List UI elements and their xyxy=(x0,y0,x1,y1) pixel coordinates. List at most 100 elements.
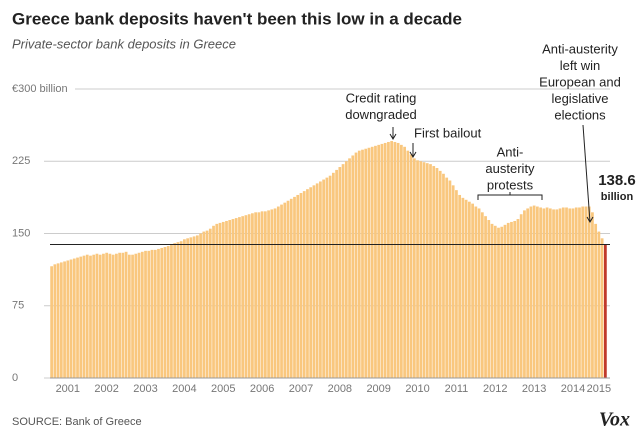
bar xyxy=(92,254,96,378)
bar xyxy=(238,217,241,378)
bar xyxy=(367,147,371,378)
bar xyxy=(140,251,144,378)
bar xyxy=(587,206,591,378)
bar xyxy=(173,243,177,378)
bar xyxy=(516,219,520,378)
x-tick-label: 2014 xyxy=(561,383,585,395)
x-tick-label: 2008 xyxy=(328,383,352,395)
bar xyxy=(144,250,147,378)
bar xyxy=(124,251,128,378)
bar xyxy=(539,207,542,378)
bar xyxy=(422,162,426,378)
bar xyxy=(95,253,99,378)
bar xyxy=(506,222,510,378)
bar xyxy=(319,181,322,378)
bar xyxy=(254,212,258,378)
annotation: Anti-austerity xyxy=(542,41,618,56)
bar xyxy=(85,254,89,378)
bar xyxy=(102,253,105,378)
bar xyxy=(56,263,60,378)
bar xyxy=(121,252,125,378)
bar xyxy=(409,154,413,378)
bar xyxy=(477,208,481,378)
bar xyxy=(179,241,183,378)
bar xyxy=(205,230,209,378)
y-tick-label: 225 xyxy=(12,155,30,167)
bar xyxy=(548,208,552,378)
bar xyxy=(458,194,462,378)
bar xyxy=(442,173,445,378)
bar xyxy=(263,211,267,378)
bar xyxy=(574,207,578,378)
arrow-head xyxy=(389,133,397,140)
bar xyxy=(519,214,523,378)
bar xyxy=(357,150,361,378)
arrow-head xyxy=(409,151,417,158)
bar xyxy=(63,261,66,378)
bar xyxy=(354,152,358,378)
bar xyxy=(111,254,115,378)
bar xyxy=(361,149,364,378)
bar xyxy=(72,258,76,378)
annotation: austerity xyxy=(485,161,535,176)
value-label: 138.6 xyxy=(598,172,636,189)
bar xyxy=(76,257,79,378)
x-tick-label: 2004 xyxy=(172,383,196,395)
bar xyxy=(571,208,575,378)
bar xyxy=(331,172,335,378)
bar xyxy=(484,216,487,378)
bar xyxy=(89,255,92,378)
bar xyxy=(438,170,442,378)
bar xyxy=(286,200,290,378)
bar xyxy=(79,256,83,378)
source: SOURCE: Bank of Greece xyxy=(12,416,142,428)
bar xyxy=(513,220,517,378)
bar xyxy=(273,208,277,378)
bar xyxy=(383,142,387,378)
bar xyxy=(108,253,112,378)
bar xyxy=(497,227,500,378)
bar xyxy=(247,214,251,378)
bar xyxy=(500,226,504,378)
bar xyxy=(396,142,400,378)
x-tick-label: 2001 xyxy=(56,383,80,395)
bar xyxy=(581,206,585,378)
bar xyxy=(147,250,151,378)
annotation: left win xyxy=(560,58,600,73)
bar xyxy=(50,266,53,378)
bar xyxy=(251,213,254,378)
bar xyxy=(558,208,562,378)
bar xyxy=(296,194,300,378)
bar xyxy=(189,237,193,378)
bar xyxy=(312,185,316,378)
bar xyxy=(374,145,377,378)
y-tick-label: €300 billion xyxy=(12,83,68,95)
bar xyxy=(115,253,118,378)
bar xyxy=(218,222,222,378)
bar xyxy=(134,253,138,378)
bar xyxy=(53,264,57,378)
bar xyxy=(215,223,219,378)
bar xyxy=(412,158,416,378)
annotation: Anti- xyxy=(497,144,524,159)
x-tick-label: 2006 xyxy=(250,383,274,395)
bar xyxy=(536,206,539,378)
bar xyxy=(432,166,436,378)
bar xyxy=(98,254,102,378)
bar xyxy=(276,206,280,378)
bar xyxy=(561,207,565,378)
bar xyxy=(584,206,588,378)
bar xyxy=(542,208,546,378)
bar xyxy=(370,146,374,378)
bar xyxy=(212,225,215,378)
bar xyxy=(309,187,313,378)
bar xyxy=(328,175,332,378)
x-tick-label: 2002 xyxy=(94,383,118,395)
bar xyxy=(176,242,180,378)
bar xyxy=(461,197,465,378)
bar xyxy=(597,231,601,378)
bar xyxy=(157,248,160,378)
bar xyxy=(338,167,342,378)
bar xyxy=(393,141,397,378)
bar xyxy=(493,225,497,378)
